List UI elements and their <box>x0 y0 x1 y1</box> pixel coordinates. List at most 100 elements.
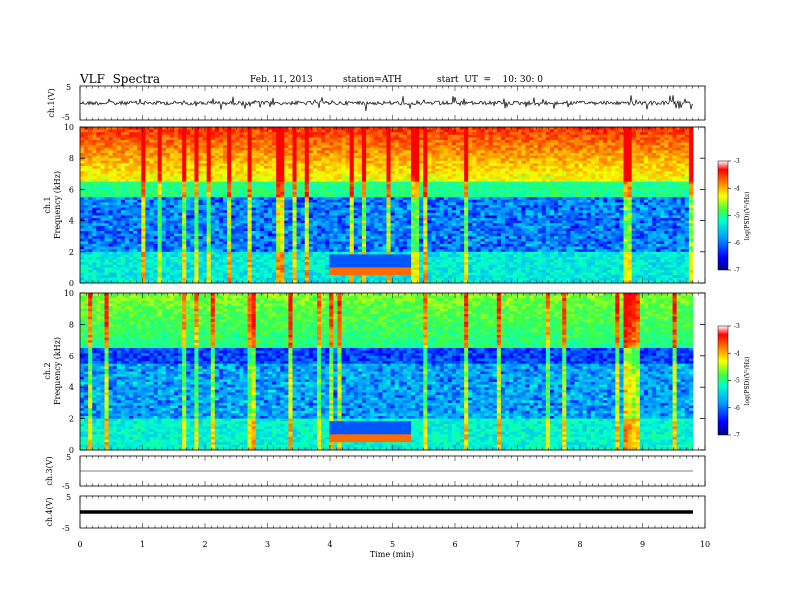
spectrogram-cell <box>259 223 265 227</box>
spectrogram-cell <box>329 207 334 211</box>
spectrogram-cell <box>141 150 146 154</box>
spectrogram-cell <box>398 194 404 198</box>
spectrogram-cell <box>308 158 314 162</box>
spectrogram-cell <box>198 277 203 281</box>
spectrogram-cell <box>104 233 110 237</box>
spectrogram-cell <box>349 173 355 177</box>
spectrogram-cell <box>198 212 203 216</box>
spectrogram-cell <box>382 140 387 143</box>
spectrogram-cell <box>231 262 236 266</box>
spectrogram-cell <box>345 166 351 169</box>
spectrogram-cell <box>329 236 334 240</box>
spectrogram-cell <box>202 181 208 185</box>
spectrogram-cell <box>210 160 216 164</box>
spectrogram-cell <box>145 168 150 172</box>
spectrogram-cell <box>374 134 379 138</box>
spectrogram-cell <box>124 207 130 211</box>
spectrogram-cell <box>157 158 163 162</box>
spectrogram-cell <box>190 236 195 240</box>
spectrogram-cell <box>325 202 330 206</box>
spectrogram-cell <box>161 145 167 149</box>
spectrogram-cell <box>296 228 302 232</box>
spectrogram-cell <box>361 202 367 206</box>
spectrogram-cell <box>304 231 310 234</box>
spectrogram-cell <box>92 236 97 240</box>
spectrogram-cell <box>357 223 363 227</box>
spectrogram-cell <box>124 272 130 276</box>
spectrogram-cell <box>370 280 375 284</box>
spectrogram-cell <box>80 171 85 175</box>
spectrogram-cell <box>137 254 142 258</box>
spectrogram-cell <box>304 210 310 214</box>
spectrogram-cell <box>357 140 363 143</box>
spectrogram-cell <box>194 231 199 234</box>
spectrogram-cell <box>357 272 363 276</box>
spectrogram-cell <box>239 215 244 219</box>
spectrogram-cell <box>357 158 363 162</box>
spectrogram-cell <box>272 192 277 195</box>
spectrogram-cell <box>112 254 118 258</box>
spectrogram-cell <box>165 127 171 130</box>
spectrogram-cell <box>406 262 412 266</box>
spectrogram-cell <box>402 158 408 162</box>
spectrogram-cell <box>255 218 261 221</box>
spectrogram-cell <box>300 127 306 130</box>
spectrogram-cell <box>178 184 183 188</box>
spectrogram-cell <box>218 176 224 180</box>
start-time-label: start UT = 10: 30: 0 <box>437 75 543 85</box>
spectrogram-cell <box>210 140 216 143</box>
spectrogram-cell <box>411 199 416 203</box>
spectrogram-cell <box>223 134 228 138</box>
spectrogram-cell <box>394 223 400 227</box>
spectrogram-cell <box>141 218 146 221</box>
spectrogram-cell <box>415 238 420 242</box>
spectrogram-cell <box>206 134 212 138</box>
spectrogram-cell <box>402 168 408 172</box>
spectrogram-cell <box>206 179 212 182</box>
spectrogram-cell <box>325 254 330 258</box>
spectrogram-cell <box>353 134 359 138</box>
spectrogram-cell <box>194 251 199 255</box>
spectrogram-cell <box>161 134 167 138</box>
spectrogram-cell <box>120 251 126 255</box>
spectrogram-cell <box>357 134 363 138</box>
spectrogram-cell <box>415 160 420 164</box>
spectrogram-cell <box>333 262 338 266</box>
spectrogram-cell <box>145 140 150 143</box>
spectrogram-cell <box>190 158 195 162</box>
spectrogram-cell <box>361 277 367 281</box>
spectrogram-cell <box>284 262 289 266</box>
spectrogram-cell <box>210 233 216 237</box>
spectrogram-cell <box>96 166 101 169</box>
spectrogram-cell <box>329 280 334 284</box>
spectrogram-cell <box>235 189 240 193</box>
spectrogram-cell <box>194 280 199 284</box>
spectrogram-cell <box>178 181 183 185</box>
spectrogram-cell <box>129 171 134 175</box>
spectrogram-cell <box>186 140 191 143</box>
spectrogram-cell <box>202 233 208 237</box>
spectrogram-cell <box>406 264 412 268</box>
spectrogram-cell <box>202 205 208 208</box>
spectrogram-cell <box>341 145 347 149</box>
spectrogram-cell <box>186 127 191 130</box>
spectrogram-cell <box>345 127 351 130</box>
spectrogram-cell <box>218 145 224 149</box>
spectrogram-cell <box>124 236 130 240</box>
spectrogram-cell <box>284 267 289 271</box>
spectrogram-cell <box>223 212 228 216</box>
spectrogram-cell <box>243 262 248 266</box>
spectrogram-cell <box>169 186 175 190</box>
spectrogram-cell <box>247 259 253 263</box>
spectrogram-cell <box>386 158 391 162</box>
spectrogram-cell <box>231 264 236 268</box>
spectrogram-cell <box>223 153 228 156</box>
spectrogram-cell <box>239 179 244 182</box>
spectrogram-cell <box>227 249 232 253</box>
spectrogram-cell <box>341 179 347 182</box>
spectrogram-cell <box>280 158 285 162</box>
spectrogram-cell <box>345 186 351 190</box>
spectrogram-cell <box>259 236 265 240</box>
spectrogram-cell <box>206 264 212 268</box>
spectrogram-cell <box>406 137 412 141</box>
